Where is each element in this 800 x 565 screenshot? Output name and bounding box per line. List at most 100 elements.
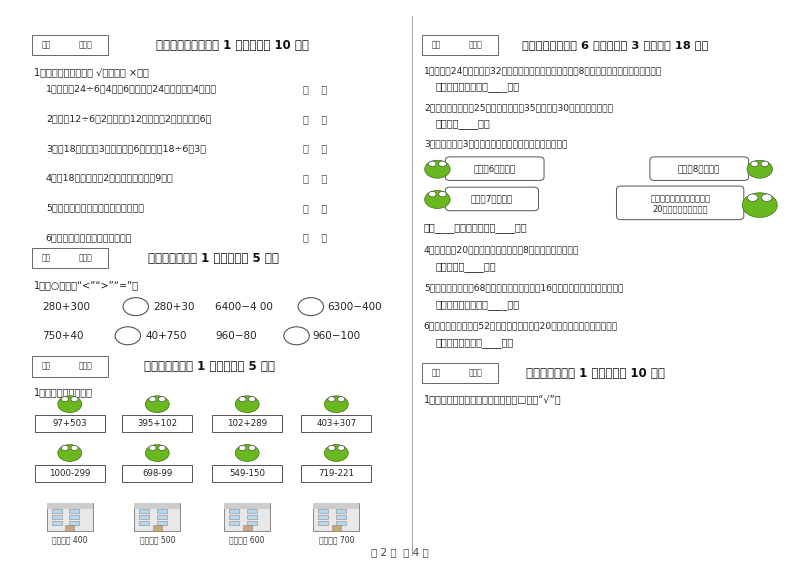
FancyBboxPatch shape bbox=[153, 525, 162, 531]
Text: 答：还剑____袋。: 答：还剑____袋。 bbox=[436, 119, 490, 129]
FancyBboxPatch shape bbox=[336, 521, 346, 525]
Text: 评卷人: 评卷人 bbox=[468, 41, 482, 50]
Text: 得数大约 500: 得数大约 500 bbox=[139, 535, 175, 544]
FancyBboxPatch shape bbox=[318, 515, 329, 519]
FancyBboxPatch shape bbox=[422, 363, 498, 384]
Circle shape bbox=[762, 194, 772, 201]
Text: 得数接近 600: 得数接近 600 bbox=[230, 535, 265, 544]
Circle shape bbox=[328, 445, 335, 450]
Text: 八、解决问题（共 6 小题，每题 3 分，共计 18 分）: 八、解决问题（共 6 小题，每题 3 分，共计 18 分） bbox=[522, 40, 708, 50]
Text: 得分: 得分 bbox=[431, 368, 441, 377]
FancyBboxPatch shape bbox=[52, 521, 62, 525]
Text: 3．青蛙妈妈和3只小青蛙比，谁捾的害虫多？多多少只？: 3．青蛙妈妈和3只小青蛙比，谁捾的害虫多？多多少只？ bbox=[424, 139, 567, 148]
Circle shape bbox=[149, 397, 156, 402]
Text: 得分: 得分 bbox=[431, 41, 441, 50]
Text: 280+300: 280+300 bbox=[42, 302, 90, 312]
FancyBboxPatch shape bbox=[224, 503, 270, 531]
Circle shape bbox=[438, 192, 446, 197]
Circle shape bbox=[248, 397, 255, 402]
Text: 698-99: 698-99 bbox=[142, 469, 172, 477]
Circle shape bbox=[235, 396, 259, 412]
FancyBboxPatch shape bbox=[229, 521, 239, 525]
Text: 960−80: 960−80 bbox=[215, 331, 257, 341]
FancyBboxPatch shape bbox=[139, 509, 150, 512]
Circle shape bbox=[742, 193, 778, 218]
FancyBboxPatch shape bbox=[32, 247, 108, 268]
Text: 得分: 得分 bbox=[42, 362, 50, 371]
Circle shape bbox=[761, 161, 769, 167]
FancyBboxPatch shape bbox=[422, 34, 498, 55]
Text: （    ）: （ ） bbox=[303, 144, 327, 154]
Text: 我捾了8只害虫。: 我捾了8只害虫。 bbox=[678, 164, 721, 173]
Text: 4．动物园有20只黑熊，黑熊比白熊夶8只，白熊有多少只？: 4．动物园有20只黑熊，黑熊比白熊夶8只，白熊有多少只？ bbox=[424, 245, 579, 254]
Text: 1000-299: 1000-299 bbox=[49, 469, 90, 477]
Text: 评卷人: 评卷人 bbox=[78, 362, 92, 371]
FancyBboxPatch shape bbox=[246, 521, 257, 525]
FancyBboxPatch shape bbox=[336, 515, 346, 519]
FancyBboxPatch shape bbox=[70, 515, 79, 519]
Circle shape bbox=[338, 397, 345, 402]
Text: 答：二年级共有学生____人。: 答：二年级共有学生____人。 bbox=[436, 300, 520, 310]
Circle shape bbox=[146, 396, 170, 412]
Text: 1．估一估，连一连。: 1．估一估，连一连。 bbox=[34, 387, 93, 397]
Text: 6300−400: 6300−400 bbox=[326, 302, 382, 312]
Circle shape bbox=[239, 397, 246, 402]
Text: 答：两种琴一共有____把。: 答：两种琴一共有____把。 bbox=[436, 338, 514, 348]
Text: （    ）: （ ） bbox=[303, 84, 327, 94]
FancyBboxPatch shape bbox=[134, 503, 180, 508]
Circle shape bbox=[429, 161, 436, 167]
Text: 评卷人: 评卷人 bbox=[78, 254, 92, 263]
FancyBboxPatch shape bbox=[52, 515, 62, 519]
Text: 6．少年宫新购小提琒52把，中提琜比小提琒20把，两种琴一共有多少把？: 6．少年宫新购小提琒52把，中提琜比小提琒20把，两种琴一共有多少把？ bbox=[424, 321, 618, 331]
Text: 评卷人: 评卷人 bbox=[468, 368, 482, 377]
FancyBboxPatch shape bbox=[34, 415, 105, 432]
FancyBboxPatch shape bbox=[212, 465, 282, 481]
Text: 6400−4 00: 6400−4 00 bbox=[215, 302, 274, 312]
FancyBboxPatch shape bbox=[246, 515, 257, 519]
Text: 40+750: 40+750 bbox=[146, 331, 187, 341]
FancyBboxPatch shape bbox=[157, 509, 167, 512]
FancyBboxPatch shape bbox=[52, 509, 62, 512]
Text: 1．地里有24个白萨卜，32个红萨卜，把这些萨卜平均分绖8只小兔，平均每只小兔分几个？: 1．地里有24个白萨卜，32个红萨卜，把这些萨卜平均分绖8只小兔，平均每只小兔分… bbox=[424, 66, 662, 75]
Circle shape bbox=[62, 445, 69, 450]
Circle shape bbox=[324, 396, 348, 412]
Circle shape bbox=[149, 445, 156, 450]
Text: 1．下面哪些图形是轴对称图形？在□里面“√”。: 1．下面哪些图形是轴对称图形？在□里面“√”。 bbox=[424, 394, 562, 404]
Circle shape bbox=[235, 445, 259, 462]
FancyBboxPatch shape bbox=[650, 157, 749, 180]
FancyBboxPatch shape bbox=[332, 525, 341, 531]
Text: 6．每份分得同样多，叫平均分。: 6．每份分得同样多，叫平均分。 bbox=[46, 233, 132, 242]
FancyBboxPatch shape bbox=[70, 509, 79, 512]
Text: 395+102: 395+102 bbox=[138, 419, 178, 428]
Text: 评卷人: 评卷人 bbox=[78, 41, 92, 50]
Circle shape bbox=[425, 190, 450, 208]
FancyBboxPatch shape bbox=[32, 34, 108, 55]
Circle shape bbox=[338, 445, 345, 450]
FancyBboxPatch shape bbox=[122, 465, 192, 481]
Text: 960−100: 960−100 bbox=[313, 331, 361, 341]
Text: 得数大约 700: 得数大约 700 bbox=[318, 535, 354, 544]
FancyBboxPatch shape bbox=[314, 503, 359, 531]
FancyBboxPatch shape bbox=[212, 415, 282, 432]
FancyBboxPatch shape bbox=[157, 515, 167, 519]
Circle shape bbox=[248, 445, 255, 450]
Text: 20只了，我们来比赛。: 20只了，我们来比赛。 bbox=[652, 204, 708, 213]
FancyBboxPatch shape bbox=[134, 503, 180, 531]
Text: 得分: 得分 bbox=[42, 254, 50, 263]
Text: （    ）: （ ） bbox=[303, 233, 327, 242]
Text: （    ）: （ ） bbox=[303, 203, 327, 213]
FancyBboxPatch shape bbox=[46, 503, 93, 508]
Circle shape bbox=[429, 192, 436, 197]
Text: 十、综合题（共 1 大题，共计 10 分）: 十、综合题（共 1 大题，共计 10 分） bbox=[526, 367, 665, 380]
Text: （    ）: （ ） bbox=[303, 173, 327, 183]
FancyBboxPatch shape bbox=[229, 515, 239, 519]
Text: 1．判断题：（对的打 √，错的打 ×）。: 1．判断题：（对的打 √，错的打 ×）。 bbox=[34, 67, 149, 77]
Text: 七、连一连（共 1 大题，共计 5 分）: 七、连一连（共 1 大题，共计 5 分） bbox=[143, 360, 274, 373]
Text: 403+307: 403+307 bbox=[316, 419, 357, 428]
Text: 1．在○里填上“<”“>”“=”。: 1．在○里填上“<”“>”“=”。 bbox=[34, 280, 139, 290]
Text: 1．在算彗24÷6＝4中，6是除数，24是被除数，4是商。: 1．在算彗24÷6＝4中，6是除数，24是被除数，4是商。 bbox=[46, 85, 217, 94]
FancyBboxPatch shape bbox=[139, 521, 150, 525]
Text: 102+289: 102+289 bbox=[227, 419, 267, 428]
Text: 97+503: 97+503 bbox=[53, 419, 87, 428]
FancyBboxPatch shape bbox=[446, 187, 538, 211]
